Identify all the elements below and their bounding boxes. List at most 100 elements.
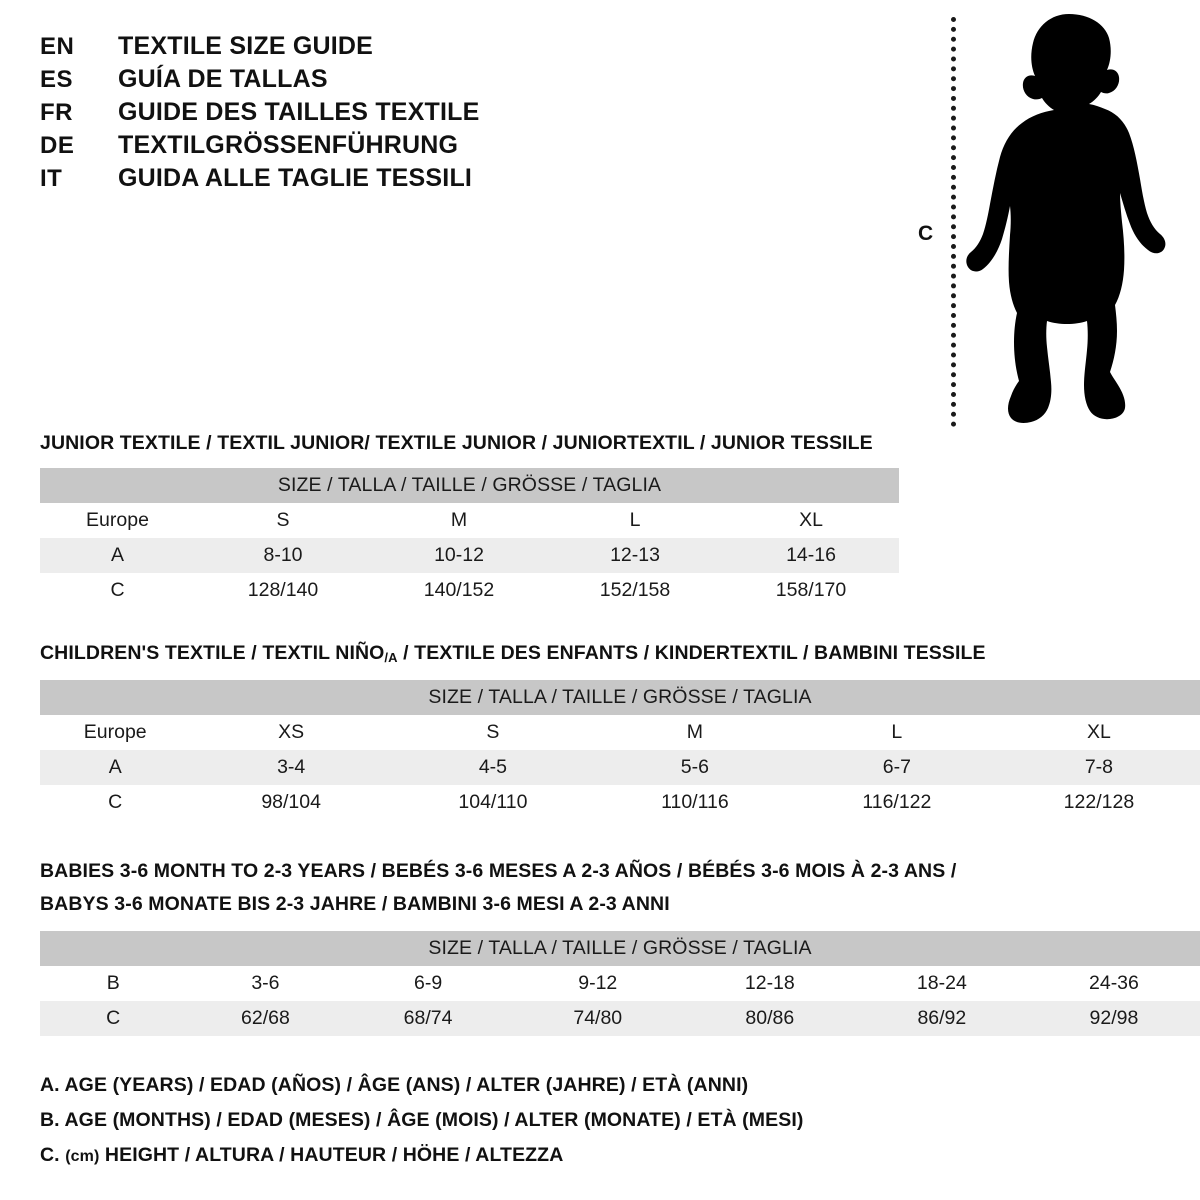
table-row: A 3-4 4-5 5-6 6-7 7-8 [40,750,1200,785]
language-header-block: EN TEXTILE SIZE GUIDE ES GUÍA DE TALLAS … [40,32,600,197]
size-table-junior: SIZE / TALLA / TAILLE / GRÖSSE / TAGLIA … [40,468,899,608]
table-cell: 122/128 [997,785,1200,820]
table-cell: 12-13 [547,538,723,573]
table-row: B 3-6 6-9 9-12 12-18 18-24 24-36 [40,966,1200,1001]
table-cell: 3-6 [186,966,345,1001]
row-label: Europe [40,503,195,538]
section-childrens-textile: CHILDREN'S TEXTILE / TEXTIL NIÑO/A / TEX… [40,638,1200,820]
language-title-de: TEXTILGRÖSSENFÜHRUNG [118,131,459,159]
table-cell: 152/158 [547,573,723,608]
table-cell: XS [190,715,392,750]
row-label: C [40,573,195,608]
language-row-en: EN TEXTILE SIZE GUIDE [40,32,600,65]
row-label: A [40,750,191,785]
table-cell: 80/86 [683,1001,856,1036]
table-header-row: SIZE / TALLA / TAILLE / GRÖSSE / TAGLIA [40,680,1200,715]
table-cell: 6-9 [344,966,512,1001]
language-title-it: GUIDA ALLE TAGLIE TESSILI [118,164,473,192]
height-measurement-label: C [918,222,934,245]
language-row-de: DE TEXTILGRÖSSENFÜHRUNG [40,131,600,164]
size-header-label: SIZE / TALLA / TAILLE / GRÖSSE / TAGLIA [40,931,1200,966]
size-table-babies: SIZE / TALLA / TAILLE / GRÖSSE / TAGLIA … [40,931,1200,1036]
section-title-children-pre: CHILDREN'S TEXTILE / TEXTIL NIÑO [40,642,385,664]
language-row-es: ES GUÍA DE TALLAS [40,65,600,98]
section-title-children-sub: /A [384,650,398,665]
section-title-children-post: / TEXTILE DES ENFANTS / KINDERTEXTIL / B… [397,642,986,664]
row-label: Europe [40,715,191,750]
section-junior-textile: JUNIOR TEXTILE / TEXTIL JUNIOR/ TEXTILE … [40,428,899,608]
footnote-c-prefix: C. [40,1144,66,1166]
table-cell: XL [997,715,1200,750]
section-title-children: CHILDREN'S TEXTILE / TEXTIL NIÑO/A / TEX… [40,638,1200,670]
table-cell: 158/170 [723,573,899,608]
section-babies-textile: BABIES 3-6 MONTH TO 2-3 YEARS / BEBÉS 3-… [40,855,1200,1036]
table-cell: 3-4 [190,750,392,785]
table-cell: 14-16 [723,538,899,573]
table-cell: M [371,503,547,538]
footnote-c: C. (cm) HEIGHT / ALTURA / HAUTEUR / HÖHE… [40,1138,940,1174]
section-title-babies-line1: BABIES 3-6 MONTH TO 2-3 YEARS / BEBÉS 3-… [40,860,957,882]
toddler-silhouette-icon [966,14,1166,423]
table-cell: S [195,503,371,538]
table-cell: 116/122 [795,785,998,820]
language-title-es: GUÍA DE TALLAS [118,65,328,93]
table-row: C 98/104 104/110 110/116 116/122 122/128 [40,785,1200,820]
table-row: C 128/140 140/152 152/158 158/170 [40,573,899,608]
table-cell: 74/80 [511,1001,684,1036]
language-title-en: TEXTILE SIZE GUIDE [118,32,374,60]
table-row: Europe S M L XL [40,503,899,538]
table-cell: 92/98 [1027,1001,1200,1036]
table-cell: L [795,715,998,750]
table-cell: 8-10 [195,538,371,573]
row-label: B [40,966,187,1001]
size-header-label: SIZE / TALLA / TAILLE / GRÖSSE / TAGLIA [40,680,1200,715]
size-header-label: SIZE / TALLA / TAILLE / GRÖSSE / TAGLIA [40,468,899,503]
height-measurement-dotted-line [951,17,956,427]
row-label: C [40,1001,187,1036]
table-cell: 110/116 [593,785,796,820]
table-cell: 140/152 [371,573,547,608]
table-cell: 7-8 [997,750,1200,785]
section-title-babies: BABIES 3-6 MONTH TO 2-3 YEARS / BEBÉS 3-… [40,855,1200,921]
language-code-fr: FR [40,99,73,126]
row-label: A [40,538,195,573]
table-cell: L [547,503,723,538]
language-code-es: ES [40,66,74,93]
row-label: C [40,785,191,820]
table-header-row: SIZE / TALLA / TAILLE / GRÖSSE / TAGLIA [40,931,1200,966]
table-row: A 8-10 10-12 12-13 14-16 [40,538,899,573]
footnote-c-text: HEIGHT / ALTURA / HAUTEUR / HÖHE / ALTEZ… [99,1144,564,1166]
height-measurement-figure: C [905,10,1185,430]
footnote-b: B. AGE (MONTHS) / EDAD (MESES) / ÂGE (MO… [40,1109,804,1131]
section-title-babies-line2: BABYS 3-6 MONATE BIS 2-3 JAHRE / BAMBINI… [40,893,670,915]
table-row: Europe XS S M L XL [40,715,1200,750]
table-cell: 68/74 [344,1001,512,1036]
language-code-en: EN [40,33,75,60]
table-cell: 128/140 [195,573,371,608]
language-code-de: DE [40,132,75,159]
table-cell: 104/110 [391,785,594,820]
language-title-fr: GUIDE DES TAILLES TEXTILE [118,98,480,126]
table-cell: 10-12 [371,538,547,573]
table-cell: XL [723,503,899,538]
table-cell: 62/68 [186,1001,345,1036]
table-cell: 24-36 [1027,966,1200,1001]
table-cell: 18-24 [855,966,1028,1001]
table-cell: 12-18 [683,966,856,1001]
table-cell: M [593,715,796,750]
footnote-c-unit: (cm) [65,1148,100,1165]
legend-footnotes: A. AGE (YEARS) / EDAD (AÑOS) / ÂGE (ANS)… [40,1068,940,1174]
size-table-children: SIZE / TALLA / TAILLE / GRÖSSE / TAGLIA … [40,680,1200,820]
language-row-fr: FR GUIDE DES TAILLES TEXTILE [40,98,600,131]
table-cell: 4-5 [391,750,594,785]
table-cell: 6-7 [795,750,998,785]
table-cell: S [391,715,594,750]
table-cell: 9-12 [511,966,684,1001]
language-code-it: IT [40,165,63,192]
table-cell: 98/104 [190,785,392,820]
table-header-row: SIZE / TALLA / TAILLE / GRÖSSE / TAGLIA [40,468,899,503]
table-cell: 86/92 [855,1001,1028,1036]
table-cell: 5-6 [593,750,796,785]
language-row-it: IT GUIDA ALLE TAGLIE TESSILI [40,164,600,197]
table-row: C 62/68 68/74 74/80 80/86 86/92 92/98 [40,1001,1200,1036]
